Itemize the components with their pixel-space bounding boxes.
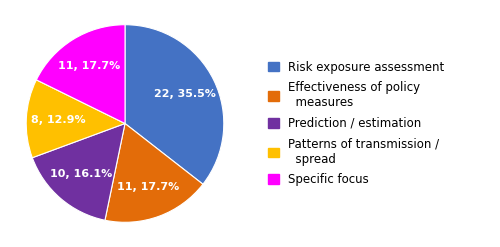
- Wedge shape: [32, 124, 125, 220]
- Wedge shape: [125, 25, 224, 184]
- Wedge shape: [105, 124, 203, 222]
- Text: 11, 17.7%: 11, 17.7%: [58, 62, 120, 71]
- Text: 22, 35.5%: 22, 35.5%: [154, 89, 216, 99]
- Text: 11, 17.7%: 11, 17.7%: [117, 182, 180, 192]
- Text: 10, 16.1%: 10, 16.1%: [50, 169, 112, 179]
- Legend: Risk exposure assessment, Effectiveness of policy
  measures, Prediction / estim: Risk exposure assessment, Effectiveness …: [268, 61, 444, 186]
- Wedge shape: [26, 80, 125, 158]
- Text: 8, 12.9%: 8, 12.9%: [30, 115, 85, 125]
- Wedge shape: [36, 25, 125, 124]
